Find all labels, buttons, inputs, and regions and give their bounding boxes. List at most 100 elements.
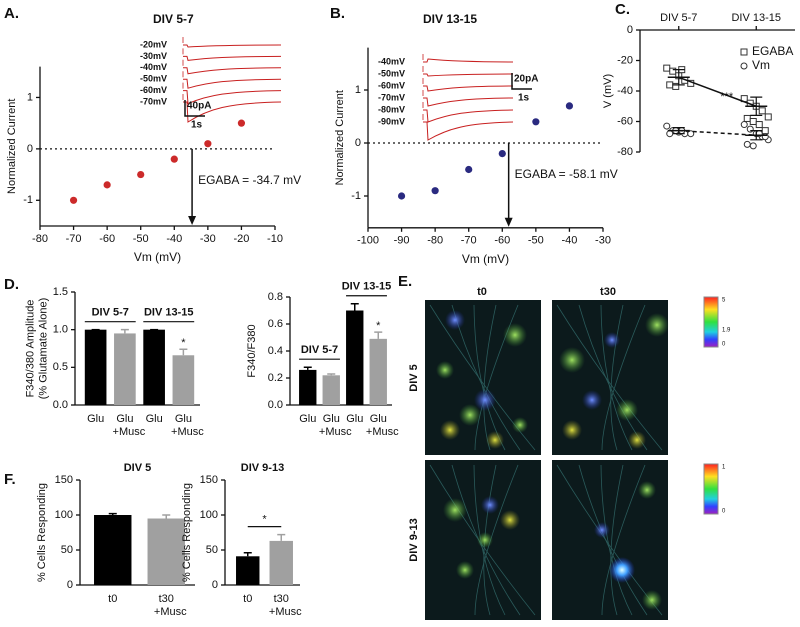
cell (638, 481, 656, 499)
significance: * (262, 514, 267, 526)
neurite (610, 464, 624, 616)
data-point (758, 107, 766, 115)
data-point (663, 122, 671, 130)
cell (512, 417, 528, 433)
current-trace (423, 97, 514, 107)
image-panel: t0 t30 DIV 5 DIV 9-13 5 1.9 0 1 0 (408, 286, 731, 620)
y-tick-label: -40 (617, 85, 633, 97)
cell (562, 420, 582, 440)
cell (503, 323, 527, 347)
data-point (431, 187, 439, 195)
error-bar (327, 373, 336, 376)
cell (436, 361, 454, 379)
trace-label: -80mV (378, 104, 405, 114)
panel-label: F. (4, 471, 16, 488)
error-bar (108, 512, 117, 515)
data-point (672, 82, 680, 90)
neurite (600, 304, 633, 451)
row-label: DIV 5 (408, 364, 420, 392)
y-tick-label: -1 (23, 194, 33, 206)
bar (114, 333, 136, 405)
current-trace (423, 121, 514, 141)
x-tick-label: -90 (394, 235, 410, 247)
panel-label: B. (330, 5, 345, 22)
x-tick-label: -70 (66, 233, 82, 245)
cell (604, 332, 620, 348)
current-trace (183, 78, 282, 89)
cell (628, 431, 646, 449)
neurite (483, 464, 497, 616)
panel-label: A. (4, 5, 19, 22)
data-point (498, 150, 506, 158)
data-point (743, 114, 751, 122)
x-axis-label: Vm (mV) (134, 250, 181, 264)
y-axis-label: % Cells Responding (181, 483, 193, 582)
x-tick-label: t0 (108, 593, 117, 605)
error-bar (374, 331, 383, 339)
current-trace (183, 101, 282, 123)
data-point (687, 130, 695, 138)
cell (440, 420, 460, 440)
y-axis-label: F340/380 Amplitude (24, 300, 36, 398)
neurite (600, 464, 633, 616)
x-tick-label: -10 (267, 233, 283, 245)
bar (322, 375, 340, 405)
x-tick-label: -70 (461, 235, 477, 247)
cell (477, 532, 493, 548)
data-point (666, 81, 674, 89)
data-point (755, 121, 763, 129)
y-axis-label: Normalized Current (334, 90, 346, 185)
bar (84, 329, 107, 405)
egaba-arrowhead (504, 217, 513, 227)
x-tick-label: -30 (200, 233, 216, 245)
neurite (601, 464, 646, 616)
current-trace (423, 109, 514, 123)
panel-label: C. (615, 1, 630, 18)
error-bar (750, 96, 763, 116)
data-point (663, 64, 671, 72)
scale-label: 5 (722, 298, 726, 304)
x-tick-label: -20 (233, 233, 249, 245)
y-tick-label: 1 (355, 84, 361, 96)
annotation: EGABA = -58.1 mV (515, 167, 618, 181)
data-point (749, 142, 757, 150)
scale-label: 40pA (187, 101, 211, 112)
cell (486, 431, 504, 449)
x-tick-label: t30 (274, 593, 289, 605)
y-tick-label: 1.0 (53, 324, 68, 336)
scale-label: 0 (722, 509, 726, 515)
data-point (69, 196, 78, 204)
bar (172, 355, 195, 405)
legend-label: EGABA (752, 44, 793, 58)
mean-line (678, 129, 757, 136)
trace-label: -40mV (140, 62, 167, 72)
x-tick-label: Glu (116, 413, 133, 425)
error-bar (750, 130, 763, 141)
trace-label: -20mV (140, 39, 167, 49)
panel-label: E. (398, 273, 412, 290)
x-tick-label: -80 (32, 233, 48, 245)
x-tick-label: Glu (146, 413, 163, 425)
x-tick-label: Glu (299, 413, 316, 425)
bar (147, 518, 185, 585)
x-tick-label: t30 (159, 593, 174, 605)
y-tick-label: 0 (355, 137, 361, 149)
data-point (743, 140, 751, 148)
x-tick-label: +Musc (154, 606, 187, 618)
cell (645, 313, 669, 337)
neurite (601, 304, 646, 451)
error-bar (277, 533, 286, 541)
trace-label: -70mV (378, 92, 405, 102)
y-tick-label: 0.0 (53, 399, 68, 411)
significance: *** (720, 91, 734, 103)
y-tick-label: -1 (351, 190, 361, 202)
error-bar (179, 348, 188, 356)
chart-title: DIV 9-13 (241, 462, 284, 474)
bar (346, 310, 364, 405)
x-tick-label: +Musc (113, 426, 146, 438)
current-trace (183, 55, 282, 61)
data-point (761, 127, 769, 135)
column-label: t0 (477, 286, 487, 298)
neurite (578, 464, 648, 616)
